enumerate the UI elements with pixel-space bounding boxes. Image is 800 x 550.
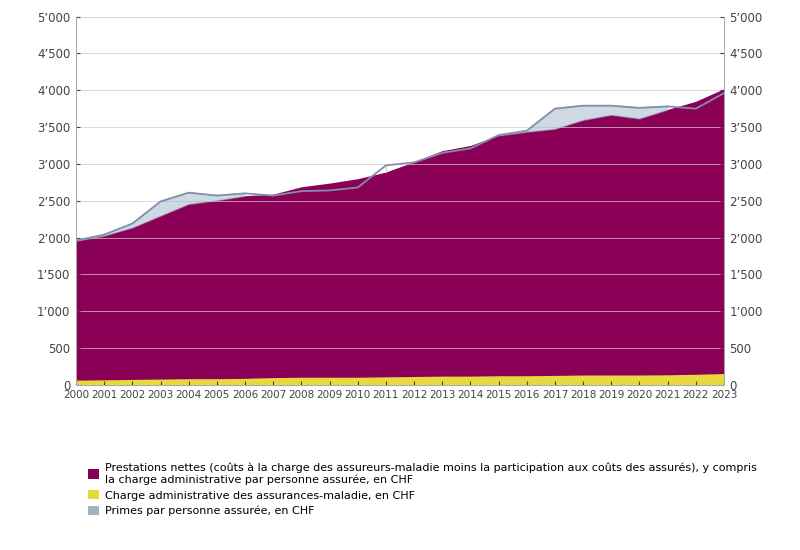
Legend: Prestations nettes (coûts à la charge des assureurs-maladie moins la participati: Prestations nettes (coûts à la charge de… bbox=[88, 463, 757, 516]
